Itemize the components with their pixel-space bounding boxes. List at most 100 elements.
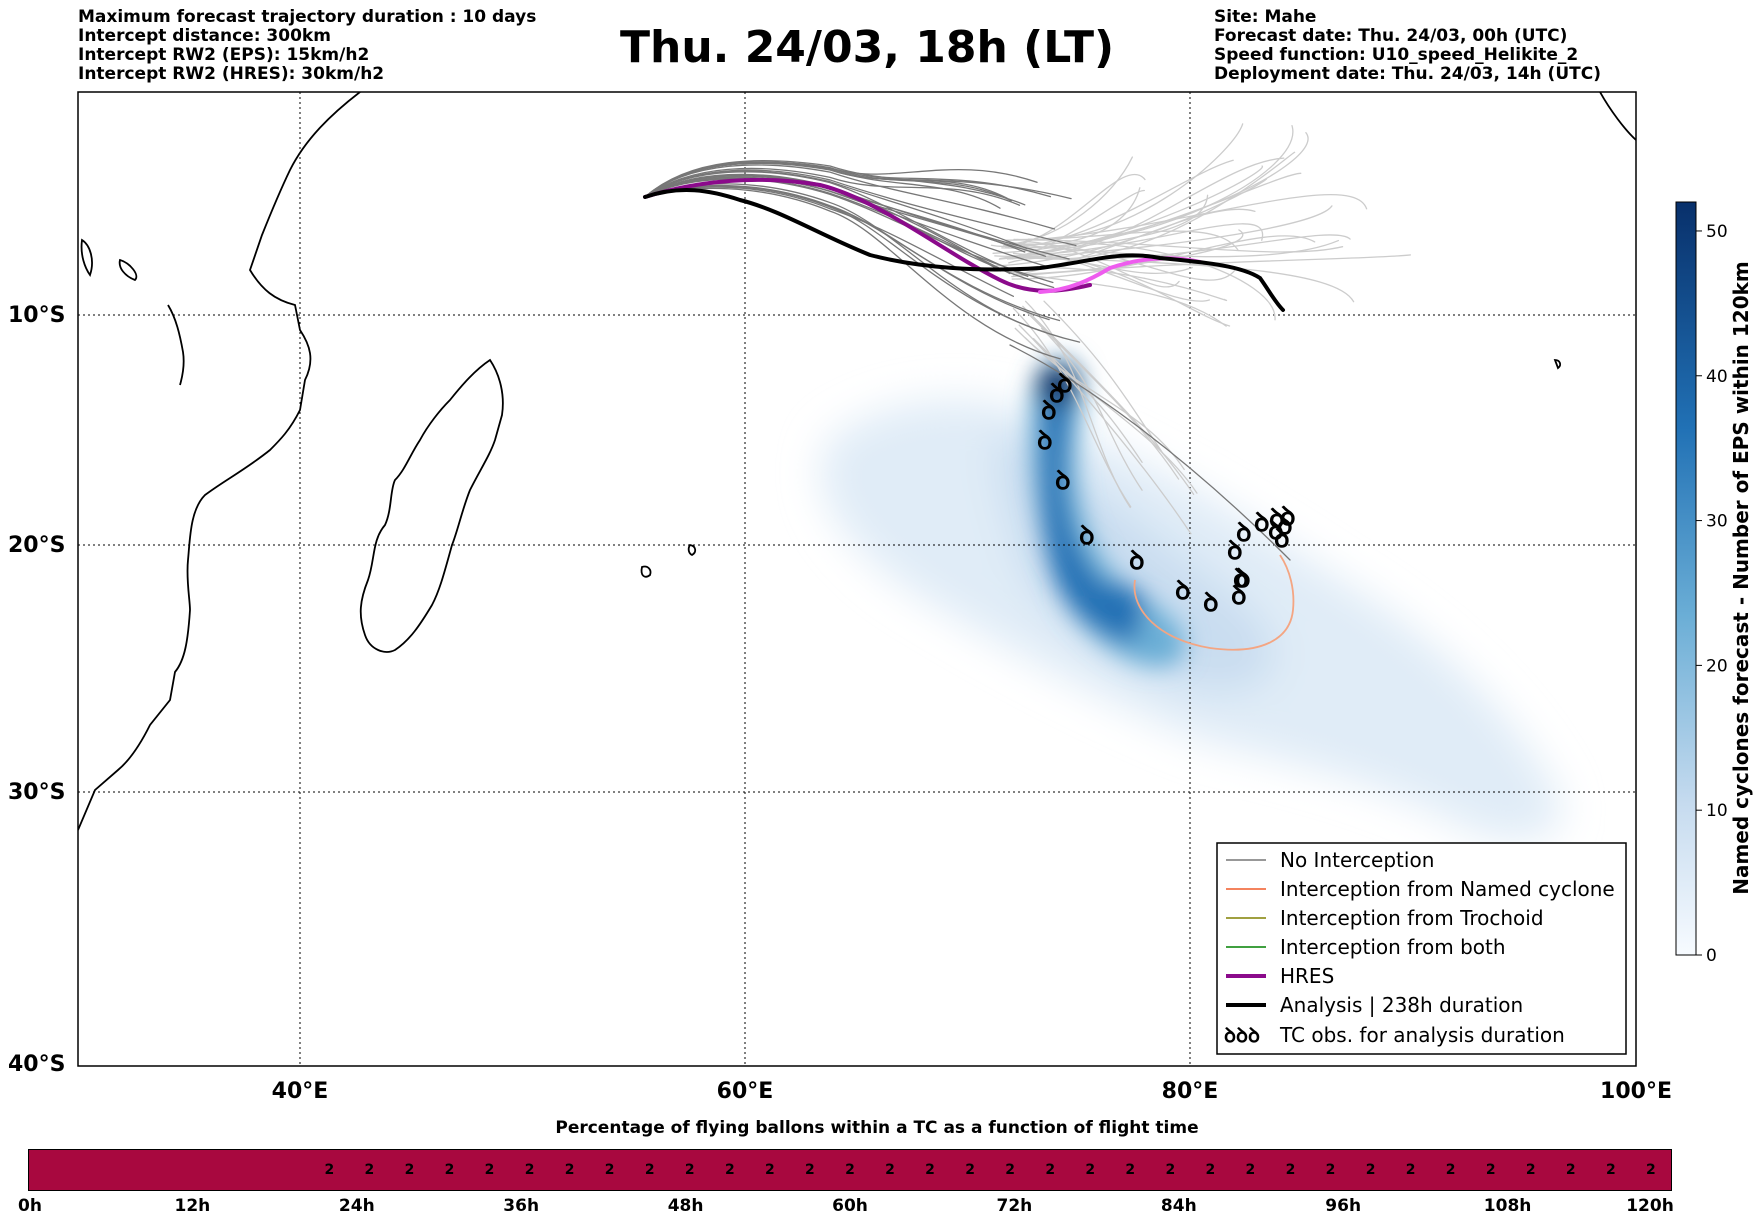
trajectories xyxy=(643,123,1411,561)
lon-label: 40°E xyxy=(272,1079,329,1104)
eps-track-late xyxy=(1012,307,1132,508)
eps-track-late xyxy=(1011,235,1316,280)
lat-label: 30°S xyxy=(8,780,65,805)
header-line: Intercept RW2 (HRES): 30km/h2 xyxy=(78,64,385,84)
eps-track-late xyxy=(1006,205,1333,260)
eps-track xyxy=(1009,344,1291,561)
eps-track xyxy=(644,185,1081,343)
header-line: Site: Mahe xyxy=(1214,7,1317,27)
legend-label: Analysis | 238h duration xyxy=(1280,993,1523,1017)
pct-cell: 2 xyxy=(404,1162,415,1178)
tc-obs-symbol: ꝺ xyxy=(1049,379,1065,409)
tc-obs-symbol: ꝺ xyxy=(1057,369,1073,399)
eps-track xyxy=(644,167,1021,206)
legend-label: Interception from Trochoid xyxy=(1280,906,1544,930)
eps-track xyxy=(644,162,1008,199)
pct-cell: 2 xyxy=(524,1162,535,1178)
pct-cell: 2 xyxy=(684,1162,695,1178)
lon-label: 100°E xyxy=(1600,1079,1672,1104)
tc-obs-symbol: ꝺ xyxy=(1175,576,1191,606)
tc-obs-symbol: ꝺ xyxy=(1129,546,1145,576)
island-outline xyxy=(640,565,652,578)
pct-cell: 2 xyxy=(604,1162,615,1178)
pct-cell: 2 xyxy=(724,1162,735,1178)
eps-track-late xyxy=(1018,324,1192,535)
eps-track-late xyxy=(1012,157,1285,256)
pct-cell: 2 xyxy=(1165,1162,1176,1178)
island-outline xyxy=(80,238,93,277)
pct-cell: 2 xyxy=(324,1162,335,1178)
bar-tick-label: 72h xyxy=(996,1196,1033,1216)
eps-track-late xyxy=(1022,305,1195,495)
tc-obs-symbol: ꝺ xyxy=(1280,502,1296,532)
pct-cell: 2 xyxy=(1005,1162,1016,1178)
colorbar-tick-label: 20 xyxy=(1706,656,1728,676)
pct-cell: 2 xyxy=(364,1162,375,1178)
pct-cell: 2 xyxy=(1085,1162,1096,1178)
pct-cell: 2 xyxy=(764,1162,775,1178)
eps-track-late xyxy=(1040,327,1143,491)
tc-obs-symbol: ꝺ xyxy=(1231,581,1247,611)
lake-outline xyxy=(167,304,185,386)
analysis-track xyxy=(643,187,1285,312)
africa-coast xyxy=(78,92,361,831)
eps-track xyxy=(644,187,1061,360)
bar-tick-label: 12h xyxy=(174,1196,211,1216)
eps-track xyxy=(644,164,1056,230)
tc-obs-symbol: ꝺ xyxy=(1268,516,1284,546)
bar-tick-label: 84h xyxy=(1160,1196,1197,1216)
eps-track-late xyxy=(1005,239,1344,253)
gridlines xyxy=(78,92,1636,1066)
pct-cell: 2 xyxy=(805,1162,815,1178)
coastlines xyxy=(78,92,1636,831)
pct-cell: 2 xyxy=(484,1162,495,1178)
colorbar-label: Named cyclones forecast - Number of EPS … xyxy=(1729,261,1753,895)
eps-track xyxy=(644,159,1026,206)
island-outline xyxy=(118,258,138,282)
pct-cell-empty xyxy=(69,1150,109,1190)
eps-track-late xyxy=(1026,193,1368,241)
pct-cell: 2 xyxy=(1605,1162,1616,1178)
lat-label: 20°S xyxy=(8,533,65,558)
bar-tick-label: 24h xyxy=(338,1196,375,1216)
header-line: Forecast date: Thu. 24/03, 00h (UTC) xyxy=(1214,26,1568,46)
pct-cell: 2 xyxy=(1245,1162,1256,1178)
pct-cell-empty xyxy=(149,1150,189,1190)
named-cyclone-track xyxy=(1133,554,1295,651)
eps-track-late xyxy=(1014,327,1198,494)
pct-cell: 2 xyxy=(644,1162,655,1178)
tc-obs-symbol: ꝺ xyxy=(1055,466,1071,496)
pct-cell: 2 xyxy=(1285,1162,1296,1178)
madagascar-outline xyxy=(359,358,504,653)
eps-track-late xyxy=(1003,243,1236,281)
tc-obs-symbol: ꝺ xyxy=(1233,564,1249,594)
pct-cell-empty xyxy=(29,1150,69,1190)
island-outline xyxy=(1599,92,1636,141)
bar-tick-label: 96h xyxy=(1325,1196,1362,1216)
tc-obs-symbol: ꝺ xyxy=(1041,396,1057,426)
tc-obs-symbol: ꝺ xyxy=(1277,511,1293,541)
pct-cell-empty xyxy=(229,1150,269,1190)
pct-cell: 2 xyxy=(885,1162,895,1178)
percentage-bar: 2 2 2 2 2 2 2 2 2 2 2 2 2 2 2 2 2 2 2 2 2 2 2 2 2 2 2 2 2 2 2 2 2 2 xyxy=(28,1149,1672,1191)
pct-cell: 2 xyxy=(1565,1162,1576,1178)
tc-obs-symbol: ꝺ xyxy=(1227,536,1243,566)
header-line: Maximum forecast trajectory duration : 1… xyxy=(78,7,537,27)
pct-cell: 2 xyxy=(564,1162,575,1178)
eps-track-late xyxy=(1017,239,1340,258)
tc-obs-symbol: ꝺ xyxy=(1236,518,1252,548)
colorbar-tick-label: 50 xyxy=(1706,222,1728,242)
tc-obs-symbol: ꝺ xyxy=(1235,564,1251,594)
bar-tick-label: 48h xyxy=(667,1196,704,1216)
pct-cell: 2 xyxy=(1205,1162,1216,1178)
lat-label: 40°S xyxy=(8,1052,65,1077)
tc-obs-symbol: ꝺ xyxy=(1203,588,1219,618)
cyclone-density-field xyxy=(821,358,1562,840)
eps-track xyxy=(644,169,1077,247)
page-title: Thu. 24/03, 18h (LT) xyxy=(620,22,1115,73)
colorbar-tick-label: 0 xyxy=(1706,946,1717,966)
eps-track-late xyxy=(1024,151,1296,260)
lon-label: 60°E xyxy=(717,1079,774,1104)
pct-cell: 2 xyxy=(1125,1162,1136,1178)
